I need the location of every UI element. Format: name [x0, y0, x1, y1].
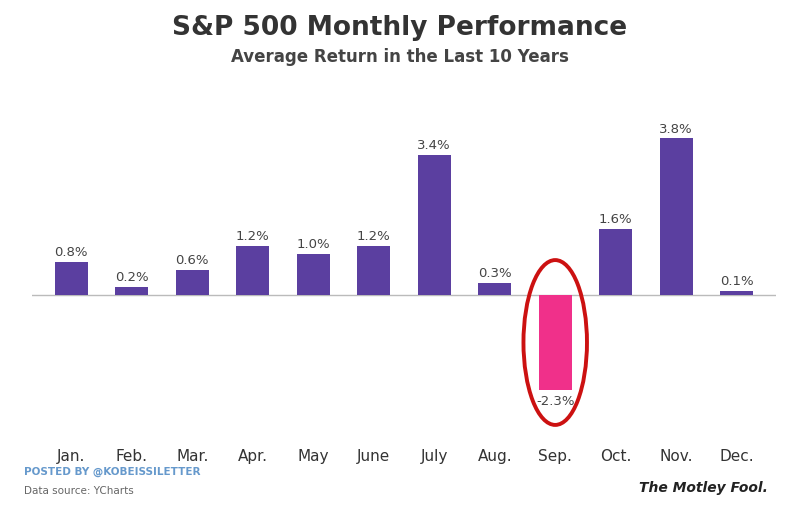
Bar: [418, 155, 451, 295]
Bar: [720, 291, 754, 295]
Text: 0.3%: 0.3%: [478, 267, 511, 280]
Text: -2.3%: -2.3%: [536, 395, 574, 408]
Text: 3.8%: 3.8%: [659, 123, 693, 136]
Text: S&P 500 Monthly Performance: S&P 500 Monthly Performance: [173, 15, 627, 41]
Bar: [538, 295, 572, 390]
Text: 1.0%: 1.0%: [297, 238, 330, 251]
Text: 0.2%: 0.2%: [115, 271, 149, 284]
Bar: [115, 287, 149, 295]
Bar: [659, 138, 693, 295]
Bar: [478, 283, 511, 295]
Text: 3.4%: 3.4%: [418, 139, 451, 152]
Text: 1.2%: 1.2%: [357, 230, 390, 243]
Text: The Motley Fool.: The Motley Fool.: [639, 481, 768, 495]
Text: 0.1%: 0.1%: [720, 275, 754, 288]
Text: Data source: YCharts: Data source: YCharts: [24, 486, 134, 496]
Bar: [176, 270, 209, 295]
Text: 0.8%: 0.8%: [54, 246, 88, 259]
Bar: [54, 262, 88, 295]
Text: 0.6%: 0.6%: [175, 255, 209, 268]
Bar: [297, 254, 330, 295]
Text: 1.2%: 1.2%: [236, 230, 270, 243]
Bar: [357, 245, 390, 295]
Text: POSTED BY @KOBEISSILETTER: POSTED BY @KOBEISSILETTER: [24, 467, 201, 477]
Bar: [599, 229, 632, 295]
Text: 1.6%: 1.6%: [599, 213, 633, 226]
Text: Average Return in the Last 10 Years: Average Return in the Last 10 Years: [231, 48, 569, 66]
Bar: [236, 245, 270, 295]
